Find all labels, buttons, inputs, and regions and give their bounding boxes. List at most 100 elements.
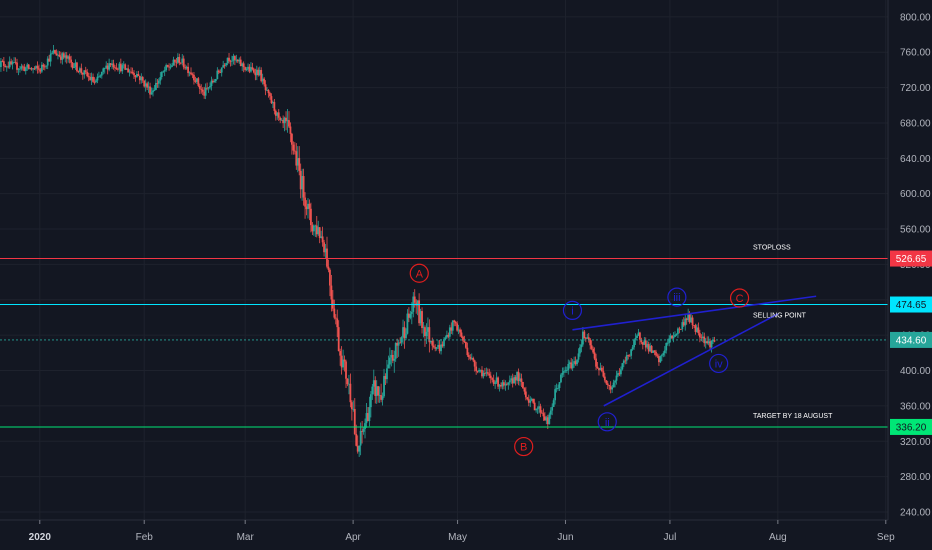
candle-body [54, 50, 56, 54]
candle-body [258, 69, 261, 76]
y-tick-label: 240.00 [900, 508, 931, 519]
candle-body [108, 63, 111, 70]
candle-body [67, 56, 70, 59]
wave-circle [597, 412, 617, 432]
candle-body [255, 69, 258, 76]
candle-body [652, 350, 654, 353]
candle-body [454, 322, 457, 324]
candle-body [232, 56, 235, 61]
candle-body [39, 69, 42, 72]
candle-body [337, 327, 340, 352]
candle-body [425, 331, 428, 337]
candle-body [684, 318, 687, 326]
candle-body [254, 72, 257, 76]
candle-body [688, 313, 691, 323]
candle-body [589, 339, 592, 346]
candle-body [184, 67, 187, 69]
candle-body [29, 68, 32, 70]
candle-body [492, 379, 495, 384]
candle-body [195, 78, 198, 82]
candle-body [122, 64, 125, 66]
y-tick-label: 760.00 [900, 48, 931, 59]
candle-body [163, 70, 166, 72]
candle-body [317, 227, 320, 235]
candle-body [380, 395, 383, 400]
candle-body [466, 347, 469, 356]
candle-body [59, 56, 62, 60]
candle-body [612, 382, 615, 388]
candle-body [178, 56, 181, 63]
x-tick-label: 2020 [29, 532, 52, 543]
candle-body [165, 65, 168, 71]
trend-line [572, 295, 817, 331]
candle-body [634, 338, 637, 340]
candle-body [491, 378, 494, 380]
candle-body [504, 383, 507, 386]
candle-body [526, 397, 529, 400]
x-tick-label: May [448, 532, 467, 543]
candle-body [2, 61, 5, 66]
price-badges: 526.65 474.65 434.60 336.20 [890, 250, 932, 435]
candle-body [447, 334, 450, 337]
candle-body [40, 64, 43, 72]
candle-body [271, 102, 274, 104]
candle-body [312, 225, 315, 232]
candle-body [565, 370, 568, 371]
time-axis[interactable]: 2020 Feb Mar Apr May Jun Jul Aug Sep [29, 520, 895, 543]
candle-body [636, 335, 638, 339]
candle-body [117, 68, 119, 70]
candle-body [270, 96, 273, 104]
candle-body [96, 76, 99, 81]
candle-body [46, 58, 49, 66]
candle-body [295, 151, 298, 166]
candle-body [710, 340, 713, 348]
candle-body [503, 382, 505, 386]
candle-body [334, 317, 337, 319]
candle-body [87, 76, 90, 77]
candle-body [551, 406, 554, 411]
candle-body [346, 378, 349, 385]
candle-body [95, 80, 97, 83]
candle-body [162, 71, 165, 73]
candle-body [429, 340, 432, 343]
candle-body [564, 370, 567, 372]
candle-body [457, 329, 460, 331]
candle-body [671, 335, 673, 339]
candle-body [653, 350, 656, 352]
x-tick-label: Aug [769, 532, 787, 543]
candle-body [231, 60, 233, 62]
candle-body [687, 313, 690, 320]
candle-body [517, 371, 520, 382]
candle-body [109, 63, 112, 66]
candle-body [390, 354, 393, 358]
candle-body [144, 83, 147, 87]
candle-body [102, 68, 105, 72]
candle-body [49, 53, 52, 62]
candle-body [263, 78, 266, 85]
candle-body [285, 117, 287, 122]
candle-body [100, 71, 103, 76]
candle-body [291, 133, 293, 145]
candle-body [76, 62, 78, 72]
candle-body [571, 363, 574, 369]
candle-body [712, 340, 714, 342]
candle-body [451, 320, 454, 331]
candle-body [713, 340, 716, 342]
candle-body [674, 334, 676, 337]
candle-body [242, 63, 245, 68]
candle-body [606, 383, 609, 385]
candle-body [136, 74, 138, 78]
candle-body [81, 72, 84, 75]
candle-body [456, 323, 459, 331]
candle-body [707, 341, 710, 344]
candle-body [557, 387, 559, 389]
candle-body [114, 67, 116, 69]
candle-body [1, 61, 4, 62]
candle-body [459, 329, 461, 333]
candle-body [329, 269, 331, 286]
candle-body [662, 353, 665, 356]
y-tick-label: 600.00 [900, 189, 931, 200]
candle-body [590, 345, 593, 349]
